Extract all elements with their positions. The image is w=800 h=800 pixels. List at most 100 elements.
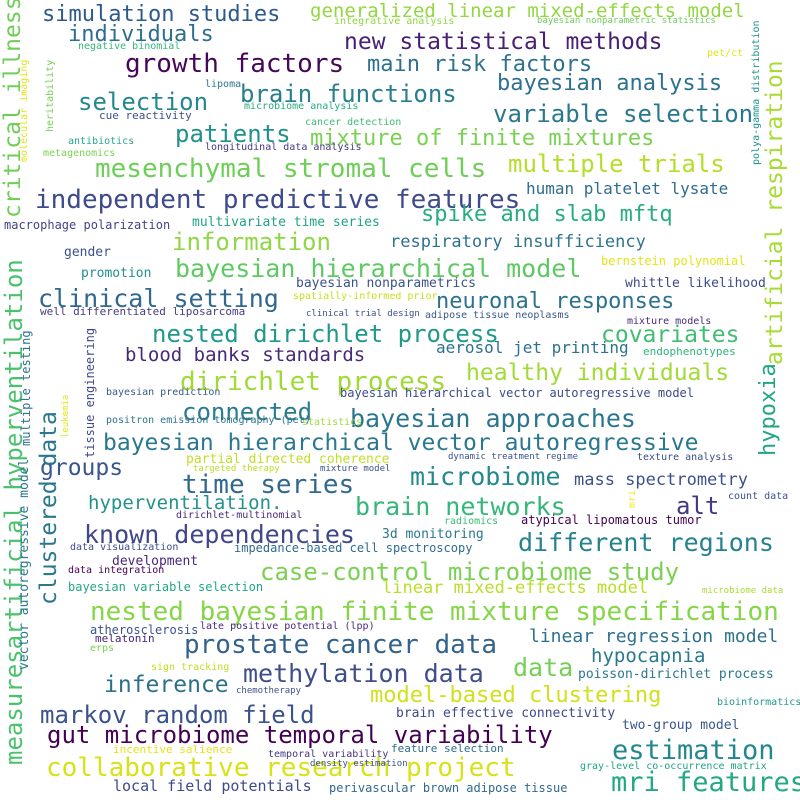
word-linear-mixed-effects-model: linear mixed-effects model (382, 578, 649, 598)
word-clinical-setting: clinical setting (38, 284, 279, 313)
word-model-based-clustering: model-based clustering (370, 683, 662, 708)
word-cue-reactivity: cue reactivity (99, 109, 192, 122)
word-clinical-trial-design: clinical trial design (306, 309, 420, 319)
word-integrative-analysis: integrative analysis (334, 16, 455, 27)
word-estimation: estimation (612, 735, 775, 766)
word-methylation-data: methylation data (243, 659, 484, 688)
word-simulation-studies: simulation studies (42, 2, 281, 27)
word-tissue-engineering: tissue engineering (83, 327, 97, 458)
word-clustered-data: clustered data (36, 411, 62, 605)
word-brain-functions: brain functions (240, 80, 457, 108)
word-mri: mri (627, 489, 638, 508)
word-nested-dirichlet-process: nested dirichlet process (152, 320, 499, 348)
word-bhvar-large: bayesian hierarchical vector autoregress… (103, 430, 699, 456)
word-data-integration: data integration (68, 565, 165, 576)
word-connected: connected (182, 398, 313, 426)
word-local-field-potentials: local field potentials (113, 777, 312, 795)
word-groups: groups (40, 455, 124, 481)
word-mixture-model: mixture model (320, 464, 391, 474)
word-adipose-tissue-neoplasms: adipose tissue neoplasms (425, 310, 570, 321)
word-pet-ct: pet/ct (707, 48, 744, 59)
word-sign-tracking: sign tracking (151, 662, 230, 673)
word-different-regions: different regions (518, 528, 774, 557)
word-mesenchymal-stromal-cells: mesenchymal stromal cells (95, 154, 487, 184)
word-atypical-lipomatous-tumor: atypical lipomatous tumor (521, 513, 702, 527)
word-alt: alt (676, 492, 720, 520)
word-case-control-microbiome-study: case-control microbiome study (260, 558, 680, 586)
word-density-estimation: density estimation (310, 759, 408, 769)
word-bayesian-analysis: bayesian analysis (497, 71, 723, 96)
word-glmm: generalized linear mixed-effects model (310, 0, 745, 22)
word-negative-binomial: negative binomial (78, 41, 181, 52)
word-vector-autoregressive-model: vector autoregressive model (17, 458, 32, 670)
word-temporal-variability: temporal variability (268, 749, 389, 760)
word-whittle-likelihood: whittle likelihood (625, 276, 766, 291)
word-hypoxia: hypoxia (756, 363, 781, 456)
word-mri-features: mri features (611, 767, 800, 798)
word-polya-gamma-distribution: polya-gamma distribution (751, 20, 762, 166)
word-molecular-imaging: molecular imaging (19, 59, 30, 162)
word-markov-random-field: markov random field (40, 701, 315, 729)
word-microbiome: microbiome (410, 462, 561, 491)
word-collaborative-research-project: collaborative research project (46, 753, 516, 783)
word-targeted-therapy: targeted therapy (193, 464, 280, 474)
word-nested-bayesian-finite-mixture: nested bayesian finite mixture specifica… (90, 597, 779, 627)
word-microbiome-analysis: microbiome analysis (244, 101, 359, 112)
word-bernstein-polynomial: bernstein polynomial (601, 254, 746, 268)
word-texture-analysis: texture analysis (637, 452, 734, 463)
word-data: data (513, 653, 574, 682)
word-covariates: covariates (601, 322, 740, 348)
word-patients: patients (175, 120, 291, 148)
word-statistics: statistics (302, 417, 363, 428)
word-macrophage-polarization: macrophage polarization (4, 218, 171, 232)
word-bayesian-prediction: bayesian prediction (106, 387, 221, 398)
word-partial-directed-coherence: partial directed coherence (186, 452, 390, 467)
word-brain-networks: brain networks (355, 492, 566, 521)
word-healthy-individuals: healthy individuals (466, 360, 730, 386)
word-development: development (112, 554, 199, 569)
word-linear-regression-model: linear regression model (529, 626, 779, 647)
word-information: information (172, 228, 331, 256)
word-gut-microbiome-temporal-variability: gut microbiome temporal variability (47, 721, 553, 749)
word-count-data: count data (728, 491, 789, 502)
word-blood-banks-standards: blood banks standards (125, 344, 366, 366)
word-bayesian-hierarchical-model: bayesian hierarchical model (175, 254, 582, 283)
word-atherosclerosis: atherosclerosis (90, 623, 199, 637)
word-data-visualization: data visualization (70, 542, 179, 553)
word-two-group-model: two-group model (622, 718, 740, 733)
word-erps: erps (90, 643, 115, 654)
word-chemotherapy: chemotherapy (236, 686, 302, 696)
word-time-series: time series (182, 470, 355, 500)
word-bioinformatics: bioinformatics (717, 697, 800, 708)
word-respiratory-insufficiency: respiratory insufficiency (390, 232, 646, 252)
word-gender: gender (64, 245, 111, 260)
word-hyperventilation: hyperventilation. (88, 492, 283, 514)
word-impedance-based-cell-spectroscopy: impedance-based cell spectroscopy (234, 541, 473, 555)
word-well-differentiated-liposarcoma: well differentiated liposarcoma (40, 305, 246, 318)
word-late-positive-potential: late positive potential (lpp) (200, 621, 375, 632)
word-growth-factors: growth factors (125, 49, 345, 79)
word-multiple-testing: multiple testing (19, 330, 33, 446)
word-aerosol-jet-printing: aerosol jet printing (436, 338, 629, 357)
word-bayesian-nonparametric-statistics: bayesian nonparametric statistics (537, 16, 716, 26)
word-heritability: heritability (45, 59, 56, 132)
word-incentive-salience: incentive salience (113, 743, 233, 756)
word-multiple-trials: multiple trials (508, 150, 725, 178)
word-neuronal-responses: neuronal responses (436, 289, 675, 314)
word-endophenotypes: endophenotypes (643, 345, 736, 358)
word-bayesian-nonparametrics: bayesian nonparametrics (296, 276, 477, 291)
word-poisson-dirichlet-process: poisson-dirichlet process (578, 667, 774, 682)
word-microbiome-data: microbiome data (702, 586, 784, 596)
word-promotion: promotion (81, 266, 152, 281)
word-dirichlet-multinomial: dirichlet-multinomial (176, 510, 303, 521)
word-melatonin: melatonin (95, 632, 155, 645)
word-antibiotics: antibiotics (68, 136, 135, 147)
word-leukemia: leukemia (61, 394, 71, 438)
word-main-risk-factors: main risk factors (367, 52, 593, 77)
word-hypocapnia: hypocapnia (591, 645, 706, 667)
word-prostate-cancer-data: prostate cancer data (184, 630, 498, 660)
word-radiomics: radiomics (444, 516, 499, 527)
word-dirichlet-process: dirichlet process (180, 367, 447, 397)
word-longitudinal-data-analysis: longitudinal data analysis (205, 142, 362, 153)
word-pet: positron emission tomography (pet) (106, 415, 311, 426)
